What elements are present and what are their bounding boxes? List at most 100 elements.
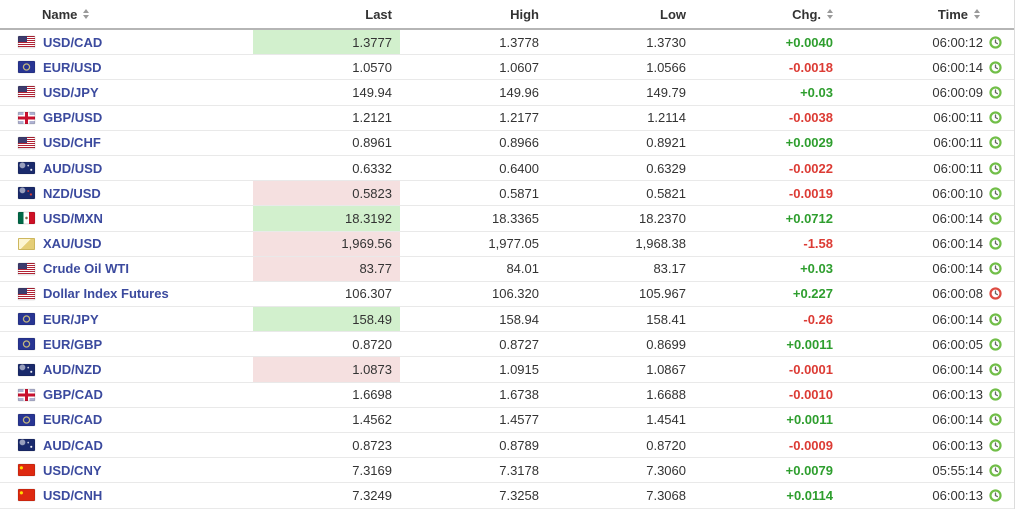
low-cell: 0.8921 <box>646 135 686 151</box>
instrument-link[interactable]: Crude Oil WTI <box>43 261 129 277</box>
time-cell: 06:00:11 <box>841 131 1014 155</box>
flag-icon <box>18 413 35 426</box>
flag-icon <box>18 262 35 275</box>
name-cell: USD/CHF <box>0 131 253 155</box>
change-cell: +0.0011 <box>786 336 833 352</box>
instrument-link[interactable]: USD/CNH <box>43 487 103 503</box>
high-cell: 7.3178 <box>499 462 539 478</box>
time-value: 06:00:12 <box>932 34 983 50</box>
instrument-link[interactable]: AUD/NZD <box>43 362 102 378</box>
high-cell: 1.4577 <box>499 412 539 428</box>
time-cell: 06:00:14 <box>841 357 1014 381</box>
low-cell: 18.2370 <box>639 210 686 226</box>
column-header-low[interactable]: Low <box>547 7 694 22</box>
high-cell: 0.8789 <box>499 437 539 453</box>
last-cell: 0.6332 <box>352 160 392 176</box>
instrument-link[interactable]: EUR/GBP <box>43 336 103 352</box>
instrument-link[interactable]: USD/CAD <box>43 34 103 50</box>
sort-icon <box>83 9 90 19</box>
time-value: 06:00:13 <box>932 437 983 453</box>
change-cell: -0.0009 <box>788 437 833 453</box>
flag-icon <box>18 237 35 250</box>
name-cell: USD/JPY <box>0 80 253 104</box>
time-value: 06:00:05 <box>932 336 983 352</box>
instrument-link[interactable]: AUD/CAD <box>43 437 103 453</box>
high-cell: 84.01 <box>506 261 539 277</box>
instrument-link[interactable]: USD/CNY <box>43 462 102 478</box>
column-header-chg[interactable]: Chg. <box>694 7 841 22</box>
table-row: EUR/JPY 158.49 158.94 158.41 -0.26 06:00… <box>0 307 1014 333</box>
name-cell: XAU/USD <box>0 232 253 256</box>
high-cell: 1.3778 <box>499 34 539 50</box>
name-cell: EUR/CAD <box>0 408 253 432</box>
instrument-link[interactable]: EUR/USD <box>43 59 102 75</box>
flag-icon <box>18 36 35 49</box>
table-row: Dollar Index Futures 106.307 106.320 105… <box>0 282 1014 308</box>
instrument-link[interactable]: NZD/USD <box>43 185 101 201</box>
time-cell: 06:00:14 <box>841 307 1014 331</box>
column-header-name[interactable]: Name <box>0 7 253 22</box>
last-cell: 0.5823 <box>253 181 400 206</box>
low-cell: 105.967 <box>639 286 686 302</box>
instrument-link[interactable]: Dollar Index Futures <box>43 286 169 302</box>
time-value: 06:00:14 <box>932 59 983 75</box>
high-cell: 149.96 <box>499 84 539 100</box>
low-cell: 1.2114 <box>647 110 686 126</box>
name-cell: AUD/USD <box>0 156 253 180</box>
last-cell: 158.49 <box>253 307 400 332</box>
last-cell: 7.3249 <box>352 487 392 503</box>
table-header: Name Last High Low Chg. Time <box>0 0 1014 30</box>
time-value: 06:00:11 <box>933 110 983 126</box>
table-row: GBP/CAD 1.6698 1.6738 1.6688 -0.0010 06:… <box>0 383 1014 408</box>
low-cell: 158.41 <box>646 311 686 327</box>
table-row: AUD/NZD 1.0873 1.0915 1.0867 -0.0001 06:… <box>0 357 1014 383</box>
low-cell: 0.8720 <box>646 437 686 453</box>
high-cell: 1.0607 <box>499 59 539 75</box>
instrument-link[interactable]: EUR/JPY <box>43 311 99 327</box>
change-cell: +0.0011 <box>786 412 833 428</box>
instrument-link[interactable]: AUD/USD <box>43 160 103 176</box>
flag-icon <box>18 363 35 376</box>
name-cell: AUD/CAD <box>0 433 253 457</box>
change-cell: +0.0040 <box>785 34 833 50</box>
change-cell: -0.0018 <box>788 59 833 75</box>
last-cell: 1,969.56 <box>253 231 400 256</box>
instrument-link[interactable]: GBP/USD <box>43 110 103 126</box>
column-header-high[interactable]: High <box>400 7 547 22</box>
time-value: 06:00:10 <box>932 185 983 201</box>
low-cell: 1.3730 <box>646 34 686 50</box>
instrument-link[interactable]: EUR/CAD <box>43 412 103 428</box>
table-row: AUD/CAD 0.8723 0.8789 0.8720 -0.0009 06:… <box>0 433 1014 459</box>
clock-icon <box>989 313 1002 326</box>
column-label-high: High <box>510 6 539 22</box>
change-cell: +0.0029 <box>785 135 833 151</box>
low-cell: 7.3068 <box>646 487 686 503</box>
last-cell: 18.3192 <box>253 206 400 231</box>
last-cell: 0.8723 <box>352 437 392 453</box>
time-cell: 06:00:09 <box>841 80 1014 104</box>
instrument-link[interactable]: GBP/CAD <box>43 387 103 403</box>
high-cell: 0.8966 <box>499 135 539 151</box>
name-cell: USD/MXN <box>0 206 253 230</box>
low-cell: 149.79 <box>646 84 686 100</box>
flag-icon <box>18 313 35 326</box>
instrument-link[interactable]: USD/CHF <box>43 135 101 151</box>
last-cell: 149.94 <box>352 84 392 100</box>
low-cell: 1.0566 <box>646 59 686 75</box>
clock-icon <box>989 338 1002 351</box>
instrument-link[interactable]: USD/JPY <box>43 84 99 100</box>
time-cell: 06:00:14 <box>841 257 1014 281</box>
clock-icon <box>989 61 1002 74</box>
name-cell: EUR/JPY <box>0 307 253 331</box>
clock-icon <box>989 86 1002 99</box>
last-cell: 83.77 <box>253 256 400 281</box>
column-label-last: Last <box>365 6 392 22</box>
clock-icon <box>989 489 1002 502</box>
instrument-link[interactable]: XAU/USD <box>43 236 102 252</box>
last-cell: 1.4562 <box>352 412 392 428</box>
column-header-last[interactable]: Last <box>253 7 400 22</box>
instrument-link[interactable]: USD/MXN <box>43 210 103 226</box>
column-header-time[interactable]: Time <box>841 7 1014 22</box>
name-cell: Crude Oil WTI <box>0 257 253 281</box>
low-cell: 1,968.38 <box>635 236 686 252</box>
